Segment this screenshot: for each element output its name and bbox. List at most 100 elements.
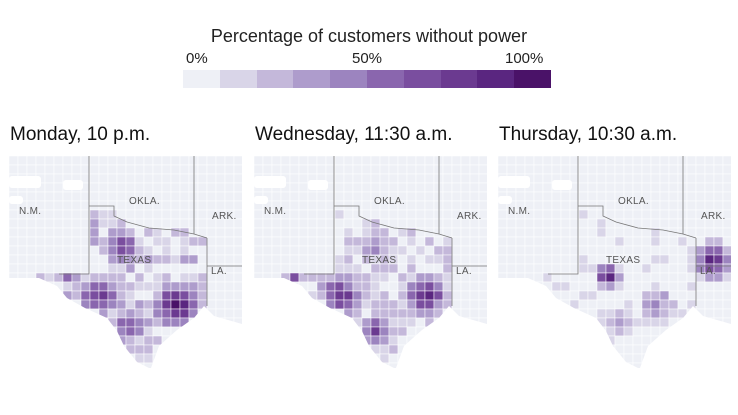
county-cell [71,281,82,292]
county-cell [233,245,242,256]
county-cell [280,236,291,247]
county-cell [677,290,688,301]
county-cell [98,200,109,211]
county-cell [498,156,508,166]
county-cell [632,272,643,283]
county-cell [116,290,127,301]
legend-tick-50: 50% [352,50,383,67]
county-cell [35,218,46,229]
county-cell [713,281,724,292]
county-cell [307,191,318,202]
county-cell [17,254,28,265]
county-cell [152,156,163,166]
state-label-ark: ARK. [212,211,237,222]
county-cell [722,272,731,283]
county-cell [316,281,327,292]
county-cell [695,200,706,211]
county-cell [498,254,508,265]
county-cell [397,227,408,238]
county-cell [161,156,172,166]
county-cell [632,173,643,184]
county-cell [614,156,625,166]
county-cell [71,164,82,175]
county-cell [53,173,64,184]
county-cell [116,245,127,256]
county-cell [433,254,444,265]
county-cell [17,218,28,229]
county-cell [686,299,697,310]
county-cell [397,182,408,193]
county-cell [641,236,652,247]
county-cell [641,299,652,310]
map-gap [498,176,530,188]
county-cell [343,263,354,274]
county-cell [460,164,471,175]
county-cell [704,200,715,211]
county-cell [596,191,607,202]
county-cell [116,227,127,238]
county-cell [143,344,154,355]
county-cell [424,156,435,166]
county-cell [107,281,118,292]
county-cell [686,156,697,166]
county-cell [107,236,118,247]
county-cell [152,308,163,319]
county-cell [307,164,318,175]
county-cell [233,227,242,238]
county-cell [713,200,724,211]
county-cell [334,290,345,301]
county-cell [71,245,82,256]
county-cell [62,156,73,166]
county-cell [677,173,688,184]
county-cell [415,290,426,301]
county-cell [632,236,643,247]
county-cell [125,326,136,337]
county-cell [460,173,471,184]
county-cell [406,317,417,328]
county-cell [433,218,444,229]
county-cell [53,218,64,229]
county-cell [254,209,264,220]
county-cell [9,218,19,229]
county-cell [134,173,145,184]
county-cell [107,290,118,301]
county-cell [307,200,318,211]
county-cell [9,227,19,238]
county-cell [289,182,300,193]
county-cell [406,182,417,193]
county-cell [713,164,724,175]
county-cell [298,182,309,193]
county-cell [254,236,264,247]
county-cell [460,156,471,166]
county-cell [415,209,426,220]
county-cell [188,200,199,211]
county-cell [334,299,345,310]
county-cell [460,191,471,202]
county-cell [632,182,643,193]
county-cell [89,218,100,229]
county-cell [406,218,417,229]
county-cell [152,182,163,193]
county-cell [641,317,652,328]
county-cell [587,290,598,301]
county-cell [713,245,724,256]
county-cell [197,281,208,292]
county-cell [424,209,435,220]
county-cell [343,200,354,211]
county-cell [143,326,154,337]
county-cell [415,245,426,256]
county-cell [379,344,390,355]
county-cell [307,218,318,229]
county-cell [143,281,154,292]
county-cell [352,173,363,184]
county-cell [71,200,82,211]
county-cell [343,227,354,238]
county-cell [460,299,471,310]
county-cell [289,173,300,184]
county-cell [316,218,327,229]
county-cell [125,227,136,238]
county-cell [352,218,363,229]
county-cell [578,227,589,238]
map-gap [552,180,572,190]
county-cell [107,156,118,166]
